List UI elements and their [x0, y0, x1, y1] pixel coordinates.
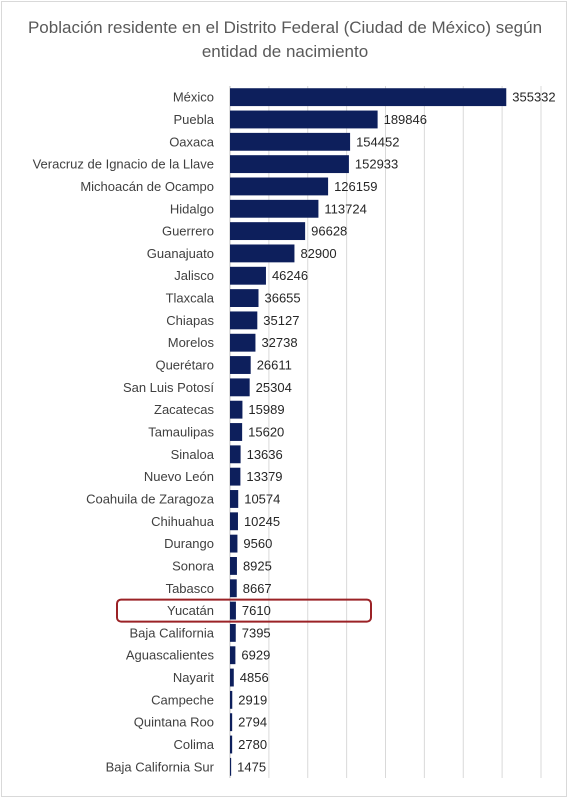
category-label: Durango	[164, 536, 214, 551]
data-label: 7395	[242, 625, 271, 640]
data-label: 189846	[384, 112, 427, 127]
bar	[230, 668, 234, 687]
category-label: Querétaro	[155, 358, 214, 373]
data-label: 13379	[246, 469, 282, 484]
bar	[230, 757, 232, 776]
data-label: 25304	[256, 380, 292, 395]
category-label: Sonora	[172, 558, 215, 573]
category-label: Baja California Sur	[106, 759, 215, 774]
bar	[230, 445, 241, 464]
data-label: 96628	[311, 224, 347, 239]
data-label: 10245	[244, 514, 280, 529]
category-label: Tamaulipas	[148, 425, 214, 440]
bar	[230, 378, 250, 397]
data-label: 10574	[244, 491, 280, 506]
bar	[230, 579, 237, 598]
bar	[230, 646, 236, 665]
data-label: 26611	[257, 358, 292, 373]
category-label: Chiapas	[166, 313, 214, 328]
category-label: Hidalgo	[170, 201, 214, 216]
data-label: 7610	[242, 603, 271, 618]
chart-title: Población residente en el Distrito Feder…	[27, 18, 543, 61]
bar	[230, 199, 319, 218]
data-label: 2919	[238, 692, 267, 707]
category-label: Aguascalientes	[126, 648, 215, 663]
bar	[230, 333, 256, 352]
category-label: Baja California	[129, 625, 214, 640]
category-label: Tlaxcala	[166, 291, 215, 306]
category-label: Michoacán de Ocampo	[80, 179, 214, 194]
bar	[230, 534, 238, 553]
category-label: Guerrero	[162, 224, 214, 239]
category-label: Nuevo León	[144, 469, 214, 484]
category-label: México	[173, 90, 214, 105]
bars	[230, 88, 507, 776]
bar	[230, 177, 329, 196]
data-label: 6929	[241, 648, 270, 663]
category-label: Colima	[174, 737, 215, 752]
bar	[230, 713, 233, 732]
category-label: San Luis Potosí	[123, 380, 214, 395]
data-label: 152933	[355, 157, 398, 172]
bar	[230, 623, 236, 642]
category-label: Coahuila de Zaragoza	[86, 491, 215, 506]
bar	[230, 557, 237, 575]
data-label: 2794	[238, 715, 267, 730]
data-label: 2780	[238, 737, 267, 752]
bar	[230, 244, 295, 263]
bar	[230, 289, 259, 307]
bar	[230, 601, 236, 620]
data-label: 36655	[264, 291, 300, 306]
bar	[230, 132, 351, 151]
bar	[230, 690, 233, 709]
data-label: 9560	[243, 536, 272, 551]
category-label: Nayarit	[173, 670, 215, 685]
data-label: 1475	[237, 759, 266, 774]
category-label: Puebla	[174, 112, 215, 127]
bar	[230, 88, 507, 107]
labels: México 355332 Puebla 189846 Oaxaca 154452 Vera…	[33, 90, 556, 775]
bar	[230, 735, 233, 754]
bar	[230, 423, 243, 441]
data-label: 15620	[248, 425, 284, 440]
bar	[230, 155, 349, 174]
bar	[230, 467, 241, 486]
bar	[230, 512, 238, 531]
data-label: 15989	[248, 402, 284, 417]
data-label: 8667	[243, 581, 272, 596]
bar	[230, 400, 243, 419]
category-label: Morelos	[168, 335, 215, 350]
bar	[230, 490, 239, 508]
data-label: 126159	[334, 179, 377, 194]
category-label: Tabasco	[166, 581, 214, 596]
data-label: 355332	[512, 90, 555, 105]
highlight-box	[116, 598, 372, 623]
category-label: Yucatán	[167, 603, 214, 618]
bar	[230, 356, 251, 374]
category-label: Jalisco	[174, 268, 214, 283]
data-label: 8925	[243, 558, 272, 573]
category-label: Campeche	[151, 692, 214, 707]
data-label: 13636	[247, 447, 283, 462]
data-label: 154452	[356, 134, 399, 149]
category-label: Sinaloa	[171, 447, 215, 462]
data-label: 4856	[240, 670, 269, 685]
bar	[230, 110, 378, 129]
data-label: 35127	[263, 313, 299, 328]
bar	[230, 222, 306, 241]
data-label: 46246	[272, 268, 308, 283]
bar	[230, 266, 266, 285]
data-label: 113724	[324, 201, 366, 216]
category-label: Oaxaca	[169, 134, 215, 149]
category-label: Veracruz de Ignacio de la Llave	[33, 157, 214, 172]
category-label: Chihuahua	[151, 514, 215, 529]
data-label: 32738	[261, 335, 297, 350]
category-label: Guanajuato	[147, 246, 214, 261]
data-label: 82900	[300, 246, 336, 261]
category-label: Zacatecas	[154, 402, 214, 417]
bar	[230, 311, 258, 330]
category-label: Quintana Roo	[134, 715, 214, 730]
